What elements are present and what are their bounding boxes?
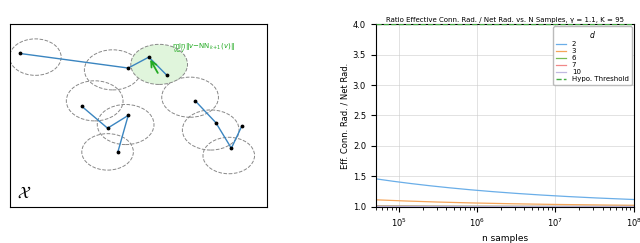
2 <box>589 196 597 199</box>
7 <box>372 205 380 208</box>
Legend: 2, 3, 6, 7, 10, Hypo. Threshold: 2, 3, 6, 7, 10, Hypo. Threshold <box>553 26 632 85</box>
6 <box>525 205 533 208</box>
10 <box>605 205 613 208</box>
Y-axis label: Eff. Conn. Rad. / Net Rad.: Eff. Conn. Rad. / Net Rad. <box>341 62 350 169</box>
10 <box>589 205 597 208</box>
3 <box>605 204 613 207</box>
6 <box>372 204 380 207</box>
2 <box>525 193 533 196</box>
10 <box>372 205 380 208</box>
Hypo. Threshold <box>5 23 13 26</box>
Text: $\min_{v\in V}\|v-\mathrm{NN}_{k+1}(v)\|$: $\min_{v\in V}\|v-\mathrm{NN}_{k+1}(v)\|… <box>172 41 235 55</box>
7 <box>525 205 532 208</box>
7 <box>525 205 533 208</box>
7 <box>530 205 538 208</box>
3 <box>525 203 533 206</box>
7 <box>605 205 613 208</box>
3 <box>630 204 637 207</box>
2 <box>372 177 380 180</box>
Text: $\mathcal{X}$: $\mathcal{X}$ <box>17 183 31 201</box>
Line: 6: 6 <box>376 206 634 207</box>
10 <box>372 205 380 208</box>
Line: 7: 7 <box>376 206 634 207</box>
3 <box>525 203 532 206</box>
6 <box>372 204 380 207</box>
Circle shape <box>131 44 188 85</box>
2 <box>605 197 613 200</box>
6 <box>525 205 532 208</box>
6 <box>589 205 597 208</box>
6 <box>530 205 538 208</box>
10 <box>630 205 637 208</box>
3 <box>372 198 380 201</box>
10 <box>525 205 533 208</box>
6 <box>605 205 613 208</box>
2 <box>630 198 637 201</box>
3 <box>530 203 538 206</box>
7 <box>630 205 637 208</box>
10 <box>525 205 532 208</box>
10 <box>530 205 538 208</box>
Title: Ratio Effective Conn. Rad. / Net Rad. vs. N Samples, γ = 1.1, K = 95: Ratio Effective Conn. Rad. / Net Rad. vs… <box>386 17 623 23</box>
Line: 2: 2 <box>376 179 634 200</box>
3 <box>372 198 380 201</box>
6 <box>630 205 637 208</box>
2 <box>530 193 538 196</box>
7 <box>589 205 597 208</box>
2 <box>372 177 380 180</box>
7 <box>372 205 380 208</box>
3 <box>589 203 597 206</box>
X-axis label: n samples: n samples <box>482 234 528 243</box>
2 <box>525 193 532 196</box>
Line: 3: 3 <box>376 200 634 205</box>
